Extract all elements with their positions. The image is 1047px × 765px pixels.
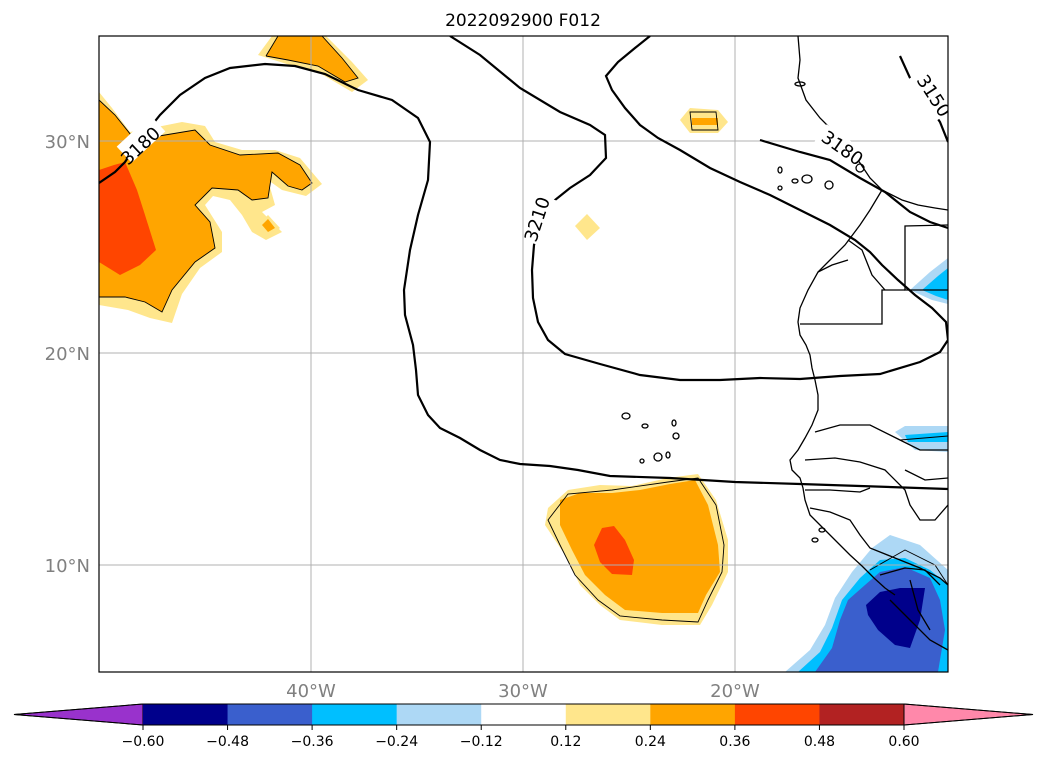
- colorbar-segment: [312, 704, 398, 725]
- colorbar-tick-label: 0.48: [804, 734, 835, 750]
- colorbar-segment: [565, 704, 651, 725]
- anomaly-region-se-navy: [866, 588, 925, 648]
- contour-3180-west: [99, 62, 948, 491]
- lon-label-20w: 20°W: [710, 681, 760, 702]
- islands: [621, 81, 865, 543]
- lon-label-30w: 30°W: [498, 681, 548, 702]
- colorbar-tick-label: −0.12: [460, 734, 503, 750]
- filled-contours: [99, 36, 948, 672]
- figure-title: 2022092900 F012: [445, 11, 601, 31]
- colorbar: −0.60 −0.48 −0.36 −0.24 −0.12 0.12 0.24 0.36 0.4…: [13, 703, 1034, 750]
- colorbar-tick-label: 0.60: [888, 734, 919, 750]
- lat-label-30n: 30°N: [45, 132, 90, 153]
- colorbar-tick-label: 0.24: [635, 734, 666, 750]
- lat-label-20n: 20°N: [45, 344, 90, 365]
- colorbar-tick-label: 0.36: [719, 734, 750, 750]
- colorbar-segment: [227, 704, 313, 725]
- anomaly-outlines: [99, 36, 948, 623]
- colorbar-segment: [650, 704, 736, 725]
- anomaly-region-top-orange: [266, 36, 358, 82]
- colorbar-segment: [734, 704, 820, 725]
- colorbar-extend-high: [903, 703, 1034, 726]
- anomaly-region-small-a-orange: [692, 118, 718, 125]
- colorbar-segment: [481, 704, 567, 725]
- anomaly-region-e2-cyan: [905, 432, 948, 442]
- colorbar-segment: [396, 704, 482, 725]
- colorbar-tick-label: −0.60: [122, 734, 165, 750]
- colorbar-tick-label: −0.24: [375, 734, 418, 750]
- anomaly-region-e1-cyan: [922, 268, 948, 300]
- map-frame: [98, 35, 949, 673]
- colorbar-segment: [143, 704, 229, 725]
- map-area: 3180 3210 3180 3150: [98, 35, 949, 673]
- anomaly-region-nw-red: [99, 162, 156, 275]
- colorbar-tick-label: 0.12: [550, 734, 581, 750]
- anomaly-region-small-b: [575, 214, 600, 240]
- colorbar-tick-label: −0.48: [206, 734, 249, 750]
- colorbar-extend-low: [13, 703, 144, 726]
- anomaly-region-sc-orange: [560, 480, 720, 613]
- anomaly-region-nw-orange: [99, 100, 312, 312]
- lat-label-10n: 10°N: [45, 556, 90, 577]
- contour-3210: [449, 36, 948, 382]
- anomaly-region-sc-red: [594, 526, 634, 575]
- graticule: [99, 36, 948, 672]
- latitude-labels: 30°N 20°N 10°N: [45, 132, 90, 577]
- contour-3180-east: [759, 138, 948, 230]
- longitude-labels: 40°W 30°W 20°W: [286, 681, 760, 702]
- anomaly-region-nw-small-orange: [262, 219, 275, 232]
- colorbar-segment: [819, 704, 905, 725]
- lon-label-40w: 40°W: [286, 681, 336, 702]
- colorbar-tick-label: −0.36: [291, 734, 334, 750]
